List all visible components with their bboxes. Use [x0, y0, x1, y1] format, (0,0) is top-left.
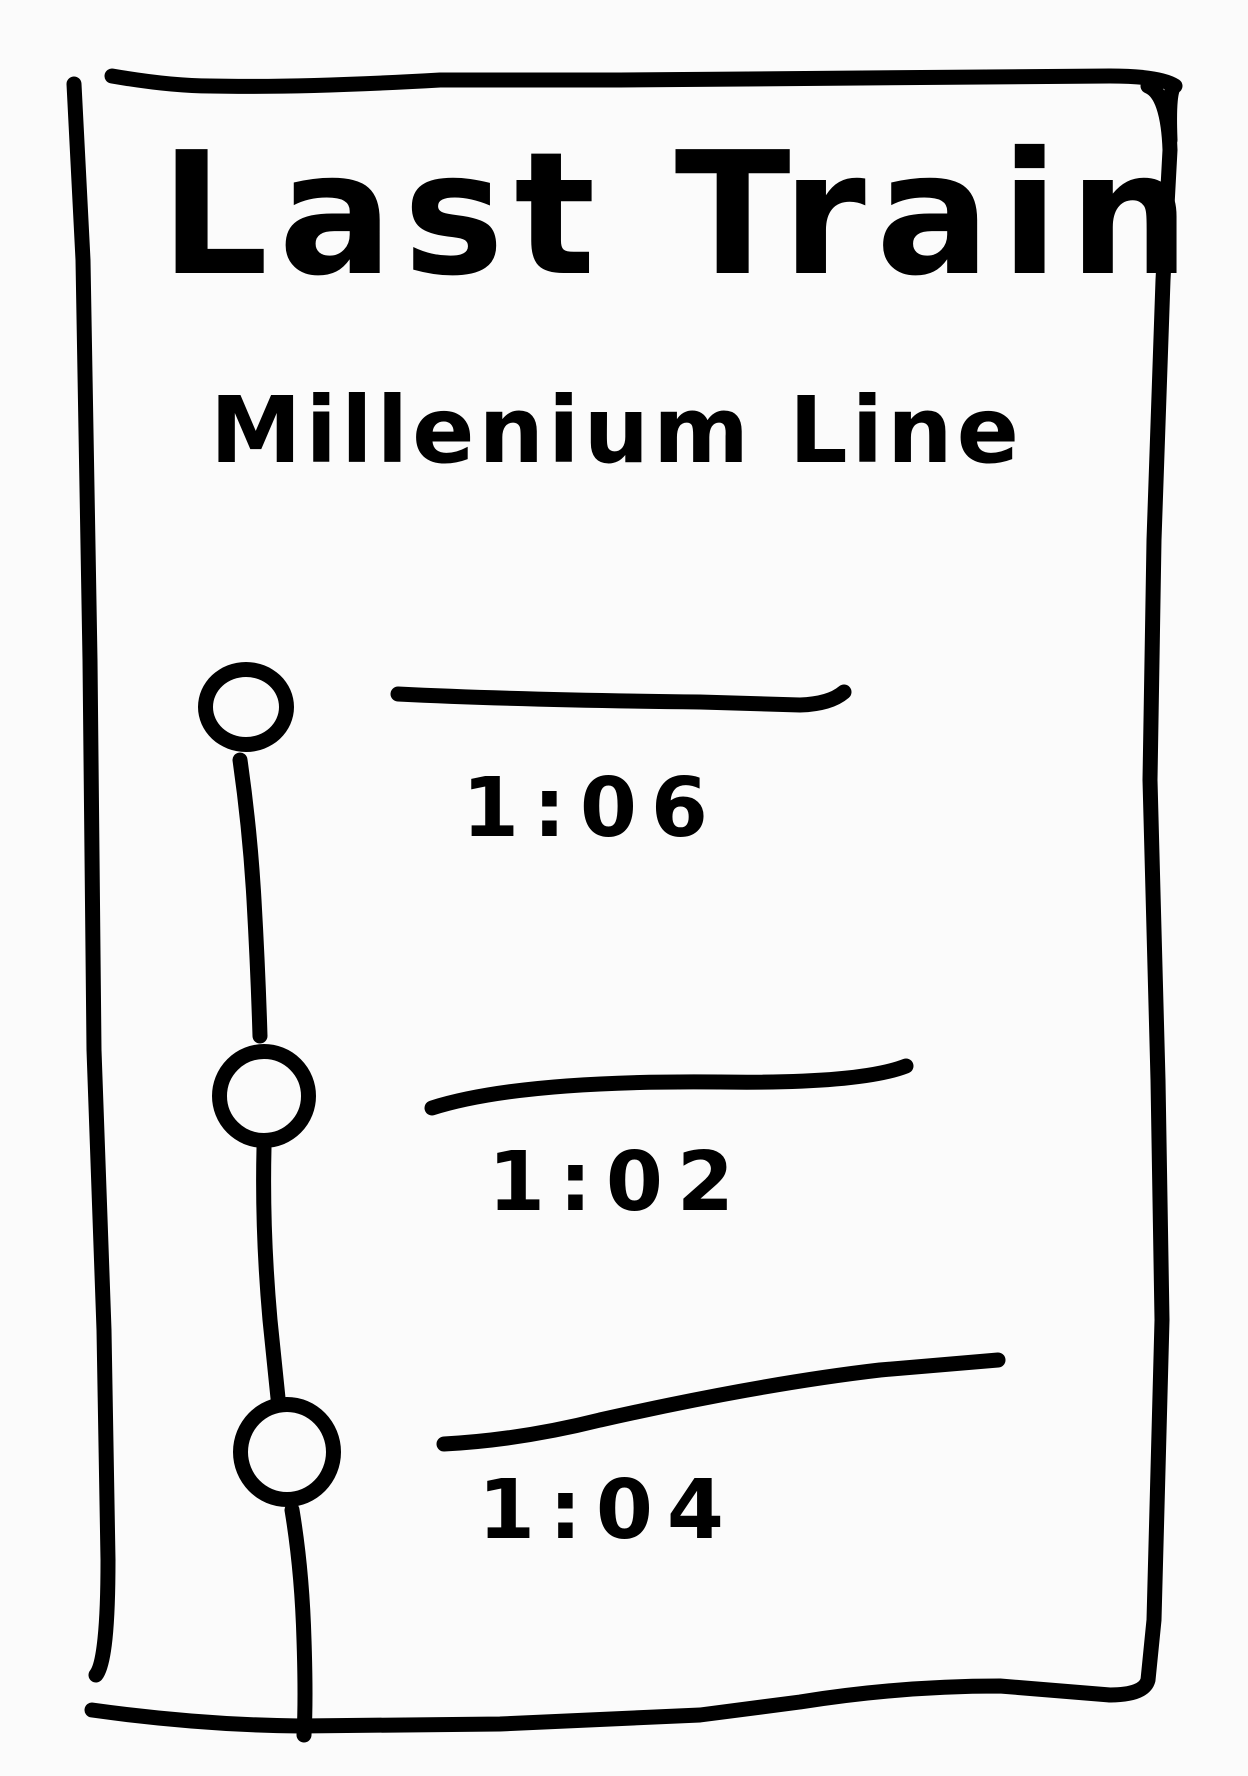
- frame-bottom-edge: [84, 1678, 1118, 1734]
- stop-3-name-placeholder: [436, 1352, 1006, 1452]
- page-title: Last Train: [160, 116, 1200, 314]
- route-segment-3: [284, 1502, 313, 1743]
- stop-node-1[interactable]: [198, 662, 294, 752]
- frame-top-edge: [104, 68, 1183, 148]
- stop-1-time: 1:06: [462, 761, 722, 856]
- stop-2-name-placeholder: [424, 1058, 914, 1116]
- frame-right-edge: [1102, 78, 1178, 1703]
- line-name: Millenium Line: [210, 377, 1024, 484]
- route-segment-2: [256, 1140, 286, 1406]
- stop-2-time: 1:02: [488, 1135, 748, 1230]
- stop-3-time: 1:04: [478, 1463, 738, 1558]
- stop-node-3[interactable]: [233, 1397, 341, 1507]
- stop-1-name-placeholder: [390, 684, 852, 713]
- route-segment-1: [232, 752, 268, 1044]
- frame-left-edge: [66, 76, 116, 1683]
- stop-node-2[interactable]: [212, 1044, 316, 1148]
